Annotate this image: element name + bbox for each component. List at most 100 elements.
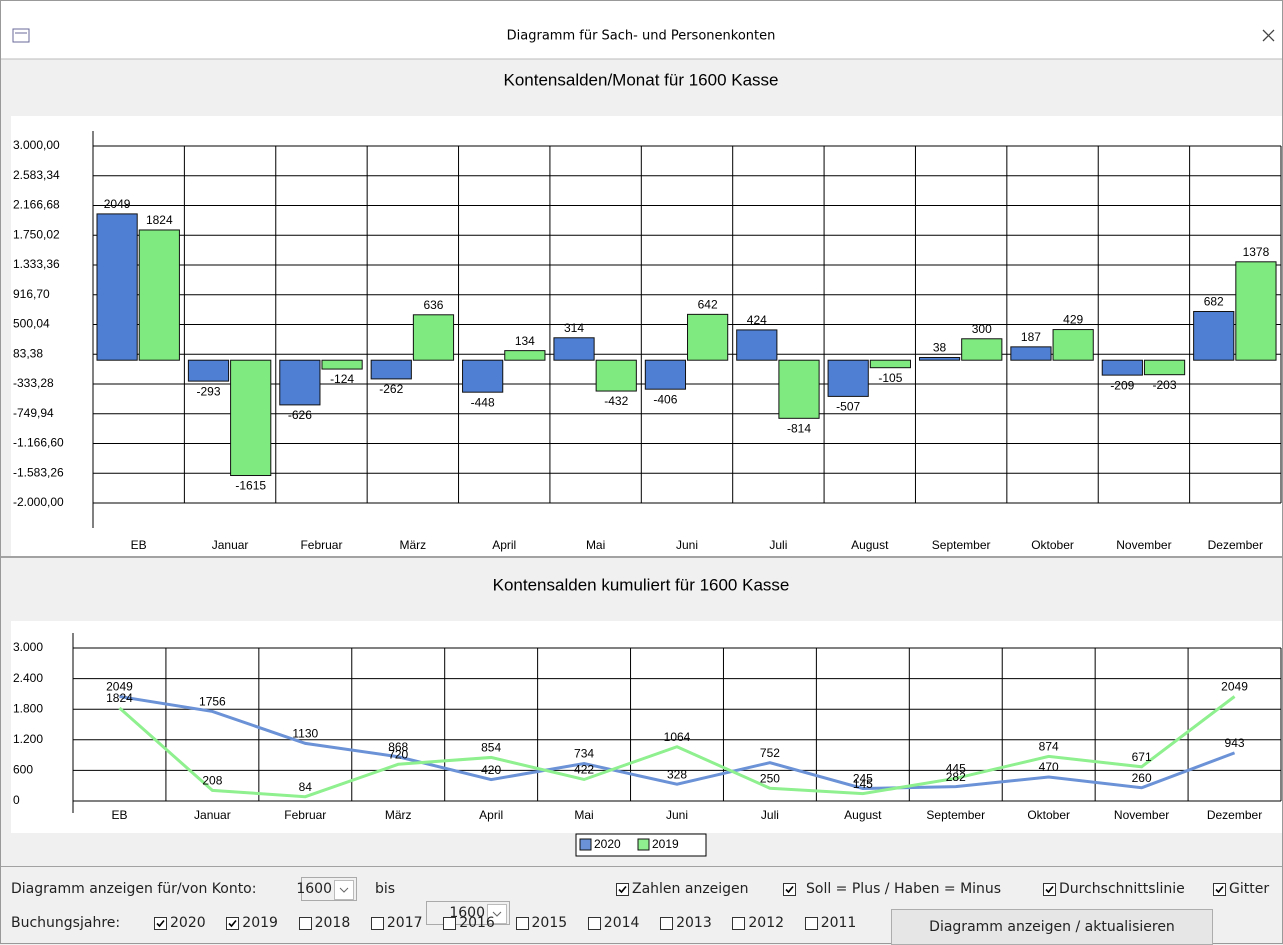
bar-value-label: 1378 [1243,245,1270,259]
year-label: 2020 [170,915,206,931]
y-tick-label: 0 [13,793,20,807]
checkbox[interactable] [660,916,674,930]
x-tick-label: November [1114,808,1169,822]
option-checkbox[interactable]: Gitter [1213,881,1269,897]
point-value-label: 260 [1132,771,1152,785]
bar [736,329,778,361]
point-value-label: 422 [574,763,594,777]
chart-title: Kontensalden/Monat für 1600 Kasse [503,70,778,89]
year-label: 2012 [748,915,785,931]
bar [230,359,272,477]
year-label: 2011 [820,915,857,931]
bar [321,359,363,370]
checkbox[interactable] [732,916,746,930]
x-tick-label: Mai [586,538,605,552]
checkbox[interactable] [298,916,312,930]
close-button[interactable] [1262,29,1275,42]
checkbox[interactable] [587,916,601,930]
refresh-button[interactable]: Diagramm anzeigen / aktualisieren [891,909,1213,945]
bar [370,359,412,380]
option-checkbox[interactable]: Zahlen anzeigen [616,881,749,897]
x-tick-label: November [1116,538,1171,552]
bar-value-label: 300 [972,322,992,336]
y-tick-label: 1.750,02 [13,227,60,241]
point-value-label: 420 [481,763,501,777]
series-line [119,695,1236,791]
x-tick-label: Februar [284,808,326,822]
x-tick-label: Juni [666,808,688,822]
bar-value-label: -406 [653,392,677,406]
checkbox[interactable] [783,882,796,896]
bar-value-label: -1615 [235,479,266,493]
bar [96,213,138,361]
year-checkbox[interactable]: 2015 [515,915,567,931]
x-tick-label: Oktober [1031,538,1074,552]
year-checkbox[interactable]: 2013 [660,915,712,931]
checkbox[interactable] [1043,882,1056,896]
year-checkbox[interactable]: 2018 [298,915,350,931]
x-tick-label: Januar [194,808,231,822]
checkbox[interactable] [370,916,384,930]
checkbox[interactable] [804,916,818,930]
y-tick-label: -333,28 [13,376,54,390]
combobox[interactable]: 1600 [296,877,357,901]
check-mark [156,919,165,927]
checkbox[interactable] [616,882,629,896]
bar-value-label: 314 [564,321,584,335]
option-label: Gitter [1229,881,1270,897]
checkbox[interactable] [1213,882,1226,896]
point-value-label: 1064 [664,730,691,744]
bar [827,359,869,397]
label: bis [375,881,395,897]
label: Diagramm anzeigen für/von Konto: [11,881,256,897]
option-checkbox[interactable]: Durchschnittslinie [1043,881,1185,897]
year-checkbox[interactable]: 2016 [443,915,495,931]
bar-value-label: -814 [787,421,811,435]
point-value-label: 2049 [106,680,133,694]
year-checkbox[interactable]: 2017 [370,915,423,931]
checkbox[interactable] [515,916,529,930]
year-checkbox[interactable]: 2012 [732,915,784,931]
x-tick-label: August [851,538,889,552]
year-checkbox[interactable]: 2011 [804,915,857,931]
bar-value-label: 424 [747,313,767,327]
bar [412,314,455,361]
point-value-label: 250 [760,771,780,785]
bar [1052,329,1094,361]
option-label: Soll = Plus / Haben = Minus [806,881,1002,897]
y-tick-label: 500,04 [13,317,50,331]
bar-value-label: 636 [423,298,443,312]
bar-value-label: -209 [1110,378,1134,392]
combobox[interactable]: 1600 [426,901,510,925]
checkbox[interactable] [226,916,240,930]
point-value-label: 720 [388,747,408,761]
x-tick-label: August [844,808,882,822]
y-tick-label: 1.200 [13,732,43,746]
check-mark [785,885,794,893]
point-value-label: 752 [760,746,780,760]
point-value-label: 282 [946,770,966,784]
bar [1235,261,1277,361]
checkbox[interactable] [443,916,457,930]
option-checkbox[interactable]: Soll = Plus / Haben = Minus [783,881,1001,897]
dropdown-arrow[interactable] [334,880,354,900]
year-checkbox[interactable]: 2020 [154,915,206,931]
bar-value-label: 429 [1063,313,1083,327]
account-label: Diagramm anzeigen für/von Konto: [11,881,257,897]
y-tick-label: 3.000,00 [13,138,60,152]
check-mark [228,919,237,927]
bar-value-label: -203 [1153,378,1177,392]
bar [1143,359,1186,376]
bar-value-label: 1824 [146,213,173,227]
year-checkbox[interactable]: 2019 [226,915,278,931]
checkbox[interactable] [154,916,167,930]
point-value-label: 854 [481,741,501,755]
year-checkbox[interactable]: 2014 [587,915,639,931]
y-tick-label: 2.166,68 [13,198,60,212]
dropdown-arrow[interactable] [487,904,507,924]
point-value-label: 2049 [1221,680,1248,694]
x-tick-label: April [492,538,516,552]
bar [1193,311,1235,361]
y-tick-label: 1.800 [13,701,43,715]
bar-value-label: 38 [933,341,947,355]
